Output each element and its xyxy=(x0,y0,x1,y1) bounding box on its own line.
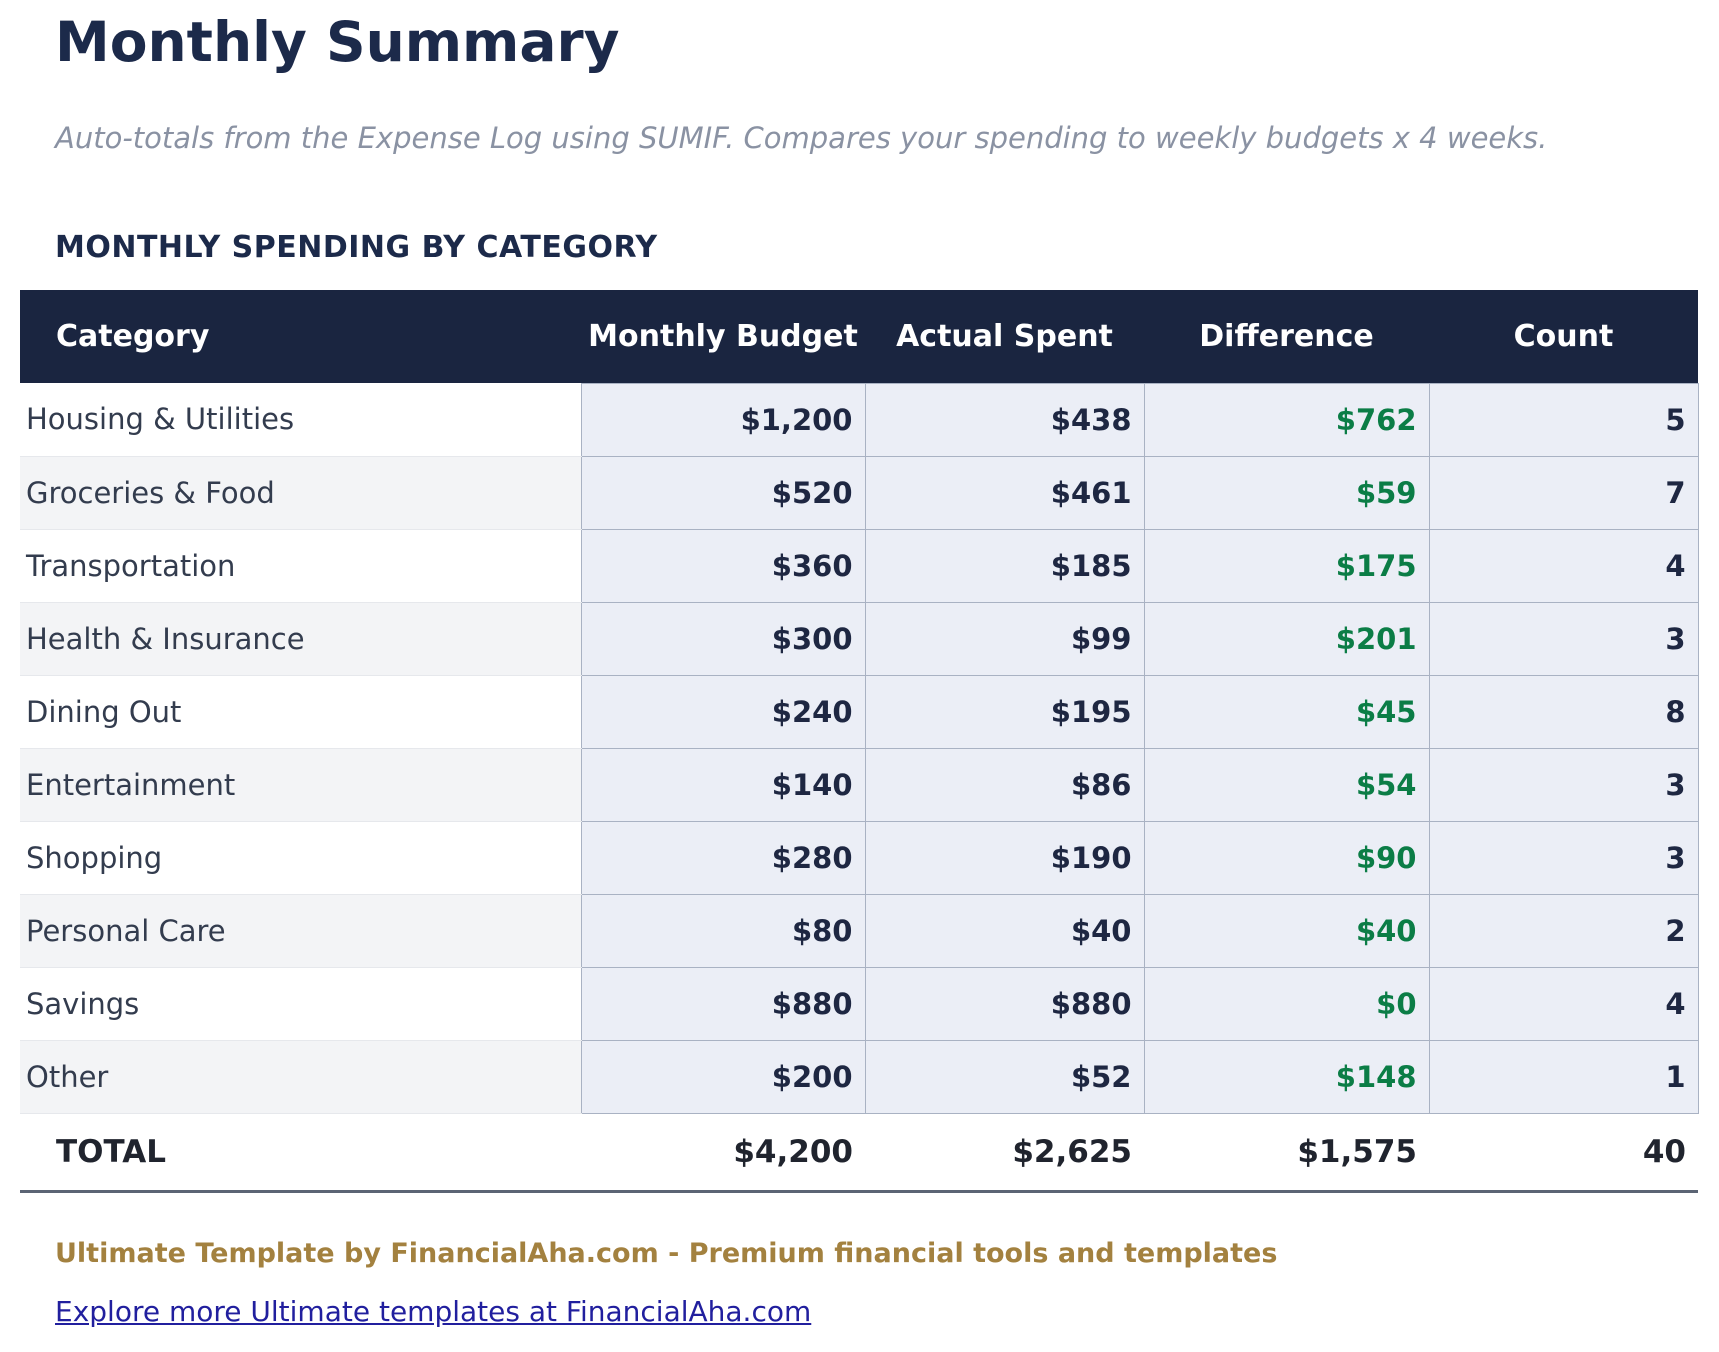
column-header-actual-spent: Actual Spent xyxy=(865,290,1144,383)
count-cell: 1 xyxy=(1428,1039,1699,1114)
difference-cell: $59 xyxy=(1143,455,1430,530)
table-row: Personal Care $80 $40 $40 2 xyxy=(20,893,1699,968)
column-header-difference: Difference xyxy=(1144,290,1429,383)
table-row: Groceries & Food $520 $461 $59 7 xyxy=(20,455,1699,530)
category-cell: Dining Out xyxy=(20,675,581,749)
budget-cell: $80 xyxy=(580,893,866,968)
total-label: TOTAL xyxy=(20,1113,581,1193)
category-cell: Personal Care xyxy=(20,894,581,968)
count-cell: 4 xyxy=(1428,966,1699,1041)
spent-cell: $185 xyxy=(864,528,1145,603)
table-row: Other $200 $52 $148 1 xyxy=(20,1039,1699,1114)
category-cell: Health & Insurance xyxy=(20,602,581,676)
table-row: Housing & Utilities $1,200 $438 $762 5 xyxy=(20,382,1699,457)
count-cell: 3 xyxy=(1428,601,1699,676)
difference-cell: $54 xyxy=(1143,747,1430,822)
difference-cell: $45 xyxy=(1143,674,1430,749)
category-cell: Other xyxy=(20,1040,581,1114)
footer-brand-line: Ultimate Template by FinancialAha.com - … xyxy=(55,1237,1278,1269)
spent-cell: $52 xyxy=(864,1039,1145,1114)
total-row: TOTAL $4,200 $2,625 $1,575 40 xyxy=(20,1113,1698,1193)
difference-cell: $0 xyxy=(1143,966,1430,1041)
section-title: MONTHLY SPENDING BY CATEGORY xyxy=(55,230,658,265)
table-header-row: Category Monthly Budget Actual Spent Dif… xyxy=(20,290,1698,383)
difference-cell: $90 xyxy=(1143,820,1430,895)
category-cell: Groceries & Food xyxy=(20,456,581,530)
budget-cell: $1,200 xyxy=(580,382,866,457)
spent-cell: $438 xyxy=(864,382,1145,457)
column-header-category: Category xyxy=(20,290,581,383)
page-title: Monthly Summary xyxy=(55,10,620,74)
category-cell: Transportation xyxy=(20,529,581,603)
difference-cell: $762 xyxy=(1143,382,1430,457)
table-row: Dining Out $240 $195 $45 8 xyxy=(20,674,1699,749)
total-difference: $1,575 xyxy=(1144,1113,1429,1193)
table-row: Savings $880 $880 $0 4 xyxy=(20,966,1699,1041)
difference-cell: $175 xyxy=(1143,528,1430,603)
spending-summary-table: Category Monthly Budget Actual Spent Dif… xyxy=(20,290,1699,1193)
spent-cell: $40 xyxy=(864,893,1145,968)
category-cell: Housing & Utilities xyxy=(20,383,581,457)
spent-cell: $195 xyxy=(864,674,1145,749)
total-spent: $2,625 xyxy=(865,1113,1144,1193)
table-row: Shopping $280 $190 $90 3 xyxy=(20,820,1699,895)
budget-cell: $140 xyxy=(580,747,866,822)
category-cell: Savings xyxy=(20,967,581,1041)
difference-cell: $201 xyxy=(1143,601,1430,676)
count-cell: 3 xyxy=(1428,747,1699,822)
page-subtitle: Auto-totals from the Expense Log using S… xyxy=(55,121,1548,155)
column-header-count: Count xyxy=(1429,290,1698,383)
count-cell: 7 xyxy=(1428,455,1699,530)
count-cell: 5 xyxy=(1428,382,1699,457)
category-cell: Shopping xyxy=(20,821,581,895)
table-row: Transportation $360 $185 $175 4 xyxy=(20,528,1699,603)
table-row: Entertainment $140 $86 $54 3 xyxy=(20,747,1699,822)
spent-cell: $99 xyxy=(864,601,1145,676)
spent-cell: $461 xyxy=(864,455,1145,530)
budget-cell: $360 xyxy=(580,528,866,603)
column-header-monthly-budget: Monthly Budget xyxy=(581,290,865,383)
count-cell: 4 xyxy=(1428,528,1699,603)
budget-cell: $300 xyxy=(580,601,866,676)
budget-cell: $200 xyxy=(580,1039,866,1114)
spent-cell: $86 xyxy=(864,747,1145,822)
difference-cell: $40 xyxy=(1143,893,1430,968)
budget-cell: $520 xyxy=(580,455,866,530)
count-cell: 2 xyxy=(1428,893,1699,968)
category-cell: Entertainment xyxy=(20,748,581,822)
table-row: Health & Insurance $300 $99 $201 3 xyxy=(20,601,1699,676)
budget-cell: $240 xyxy=(580,674,866,749)
spent-cell: $880 xyxy=(864,966,1145,1041)
spent-cell: $190 xyxy=(864,820,1145,895)
difference-cell: $148 xyxy=(1143,1039,1430,1114)
total-count: 40 xyxy=(1429,1113,1698,1193)
budget-cell: $280 xyxy=(580,820,866,895)
footer-explore-link[interactable]: Explore more Ultimate templates at Finan… xyxy=(55,1294,812,1328)
total-budget: $4,200 xyxy=(581,1113,865,1193)
count-cell: 3 xyxy=(1428,820,1699,895)
count-cell: 8 xyxy=(1428,674,1699,749)
budget-cell: $880 xyxy=(580,966,866,1041)
